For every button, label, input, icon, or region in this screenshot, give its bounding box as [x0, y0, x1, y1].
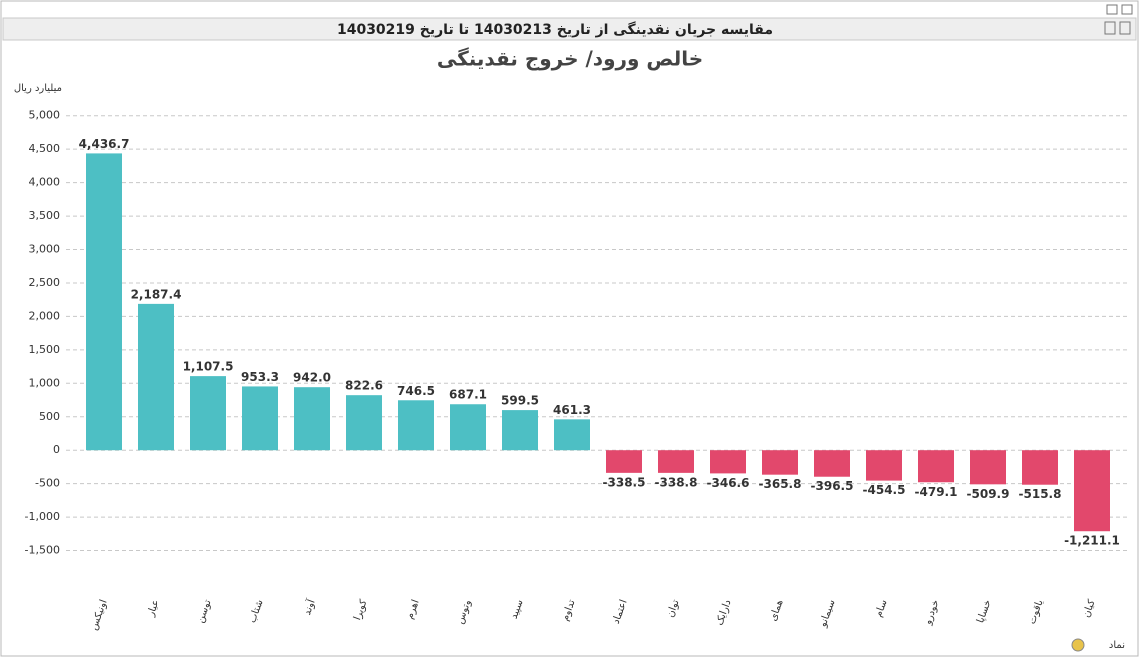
- header-bar: [2, 17, 1137, 41]
- y-tick-label: -1,000: [25, 510, 60, 523]
- data-label: -365.8: [759, 477, 802, 491]
- y-tick-label: 1,000: [29, 376, 61, 389]
- data-label: 4,436.7: [79, 137, 130, 151]
- data-label: 1,107.5: [183, 360, 234, 374]
- bar: [814, 450, 850, 477]
- maximize-icon[interactable]: [1121, 4, 1133, 15]
- symbol-icon[interactable]: [1071, 638, 1085, 652]
- y-tick-label: 2,000: [29, 309, 61, 322]
- y-tick-label: 1,500: [29, 343, 61, 356]
- bar: [346, 395, 382, 451]
- data-label: -396.5: [811, 479, 854, 493]
- y-tick-label: 4,000: [29, 176, 61, 189]
- data-label: 953.3: [241, 370, 279, 384]
- x-axis-label: نماد: [1109, 640, 1125, 651]
- data-label: 746.5: [397, 384, 435, 398]
- data-label: -509.9: [967, 487, 1010, 501]
- bar: [866, 450, 902, 481]
- bar: [294, 387, 330, 451]
- bar: [398, 400, 434, 451]
- bar: [606, 450, 642, 473]
- bar: [1074, 450, 1110, 532]
- bar: [138, 303, 174, 451]
- print-icon[interactable]: [1104, 21, 1116, 35]
- bar: [762, 450, 798, 475]
- bar: [86, 153, 122, 451]
- y-tick-label: 3,000: [29, 243, 61, 256]
- data-label: -515.8: [1019, 487, 1062, 501]
- y-tick-label: 2,500: [29, 276, 61, 289]
- bar: [554, 419, 590, 451]
- minimize-icon[interactable]: [1106, 4, 1118, 15]
- bar: [502, 410, 538, 451]
- data-label: -1,211.1: [1064, 534, 1120, 548]
- bar: [190, 376, 226, 451]
- data-label: 461.3: [553, 403, 591, 417]
- bar: [970, 450, 1006, 485]
- y-tick-label: -500: [35, 477, 60, 490]
- y-tick-label: 500: [39, 410, 60, 423]
- y-tick-label: 4,500: [29, 142, 61, 155]
- y-tick-label: 0: [53, 443, 60, 456]
- export-icon[interactable]: [1119, 21, 1131, 35]
- data-label: -479.1: [915, 485, 958, 499]
- bar: [658, 450, 694, 473]
- data-label: 599.5: [501, 394, 539, 408]
- y-tick-label: 5,000: [29, 109, 61, 122]
- bar: [710, 450, 746, 474]
- bar: [450, 404, 486, 451]
- data-label: 942.0: [293, 371, 331, 385]
- bar: [1022, 450, 1058, 485]
- bar: [918, 450, 954, 483]
- y-tick-label: 3,500: [29, 209, 61, 222]
- data-label: -346.6: [707, 476, 750, 490]
- y-axis-label: میلیارد ریال: [14, 83, 62, 94]
- data-label: 822.6: [345, 379, 383, 393]
- data-label: -338.8: [655, 475, 698, 489]
- y-tick-label: -1,500: [25, 544, 60, 557]
- chart-title: خالص ورود/ خروج نقدینگی: [437, 47, 703, 71]
- data-label: -454.5: [863, 483, 906, 497]
- bar: [242, 386, 278, 451]
- data-label: 2,187.4: [131, 287, 182, 301]
- data-label: 687.1: [449, 388, 487, 402]
- data-label: -338.5: [603, 475, 646, 489]
- header-title: مقایسه جریان نقدینگی از تاریخ 14030213 ت…: [337, 21, 773, 38]
